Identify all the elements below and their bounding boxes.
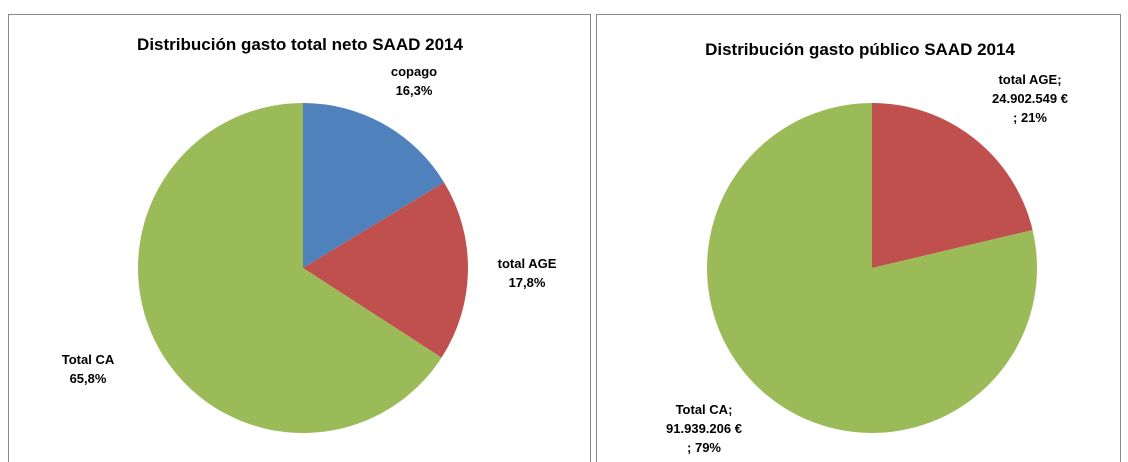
percent-line: ; 21% bbox=[1013, 110, 1047, 125]
data-label: Total CA; 91.939.206 €; 79% bbox=[666, 402, 742, 455]
data-label: total AGE 17,8% bbox=[498, 256, 557, 290]
category-name: Total CA bbox=[62, 352, 115, 367]
percent-line: ; 79% bbox=[687, 440, 721, 455]
value-label: 91.939.206 € bbox=[666, 421, 742, 436]
separator: ; bbox=[1013, 110, 1017, 125]
value-label: 16,3% bbox=[396, 83, 433, 98]
category-name: Total CA bbox=[676, 402, 729, 417]
category-label: total AGE bbox=[498, 256, 557, 271]
separator: ; bbox=[1057, 72, 1061, 87]
category-label: copago bbox=[391, 64, 437, 79]
category-name: total AGE bbox=[498, 256, 557, 271]
value-label: 17,8% bbox=[509, 275, 546, 290]
category-label: Total CA bbox=[62, 352, 115, 367]
pie-slice bbox=[138, 103, 442, 434]
category-name: copago bbox=[391, 64, 437, 79]
percent-label: 79% bbox=[695, 440, 721, 455]
category-name: total AGE bbox=[998, 72, 1057, 87]
pie-slice bbox=[303, 182, 468, 358]
data-label: copago 16,3% bbox=[391, 64, 437, 98]
pie-slice bbox=[707, 103, 1038, 433]
chart-title: Distribución gasto público SAAD 2014 bbox=[705, 40, 1015, 59]
pie-slice bbox=[872, 103, 1033, 268]
category-label: Total CA; bbox=[676, 402, 733, 417]
data-label: total AGE; 24.902.549 €; 21% bbox=[992, 72, 1068, 125]
chart-title: Distribución gasto total neto SAAD 2014 bbox=[137, 35, 463, 54]
data-label: Total CA 65,8% bbox=[62, 352, 115, 386]
value-label: 24.902.549 € bbox=[992, 91, 1068, 106]
value-label: 65,8% bbox=[70, 371, 107, 386]
separator: ; bbox=[728, 402, 732, 417]
percent-label: 21% bbox=[1021, 110, 1047, 125]
category-label: total AGE; bbox=[998, 72, 1061, 87]
separator: ; bbox=[687, 440, 691, 455]
pie-slice bbox=[303, 103, 445, 268]
